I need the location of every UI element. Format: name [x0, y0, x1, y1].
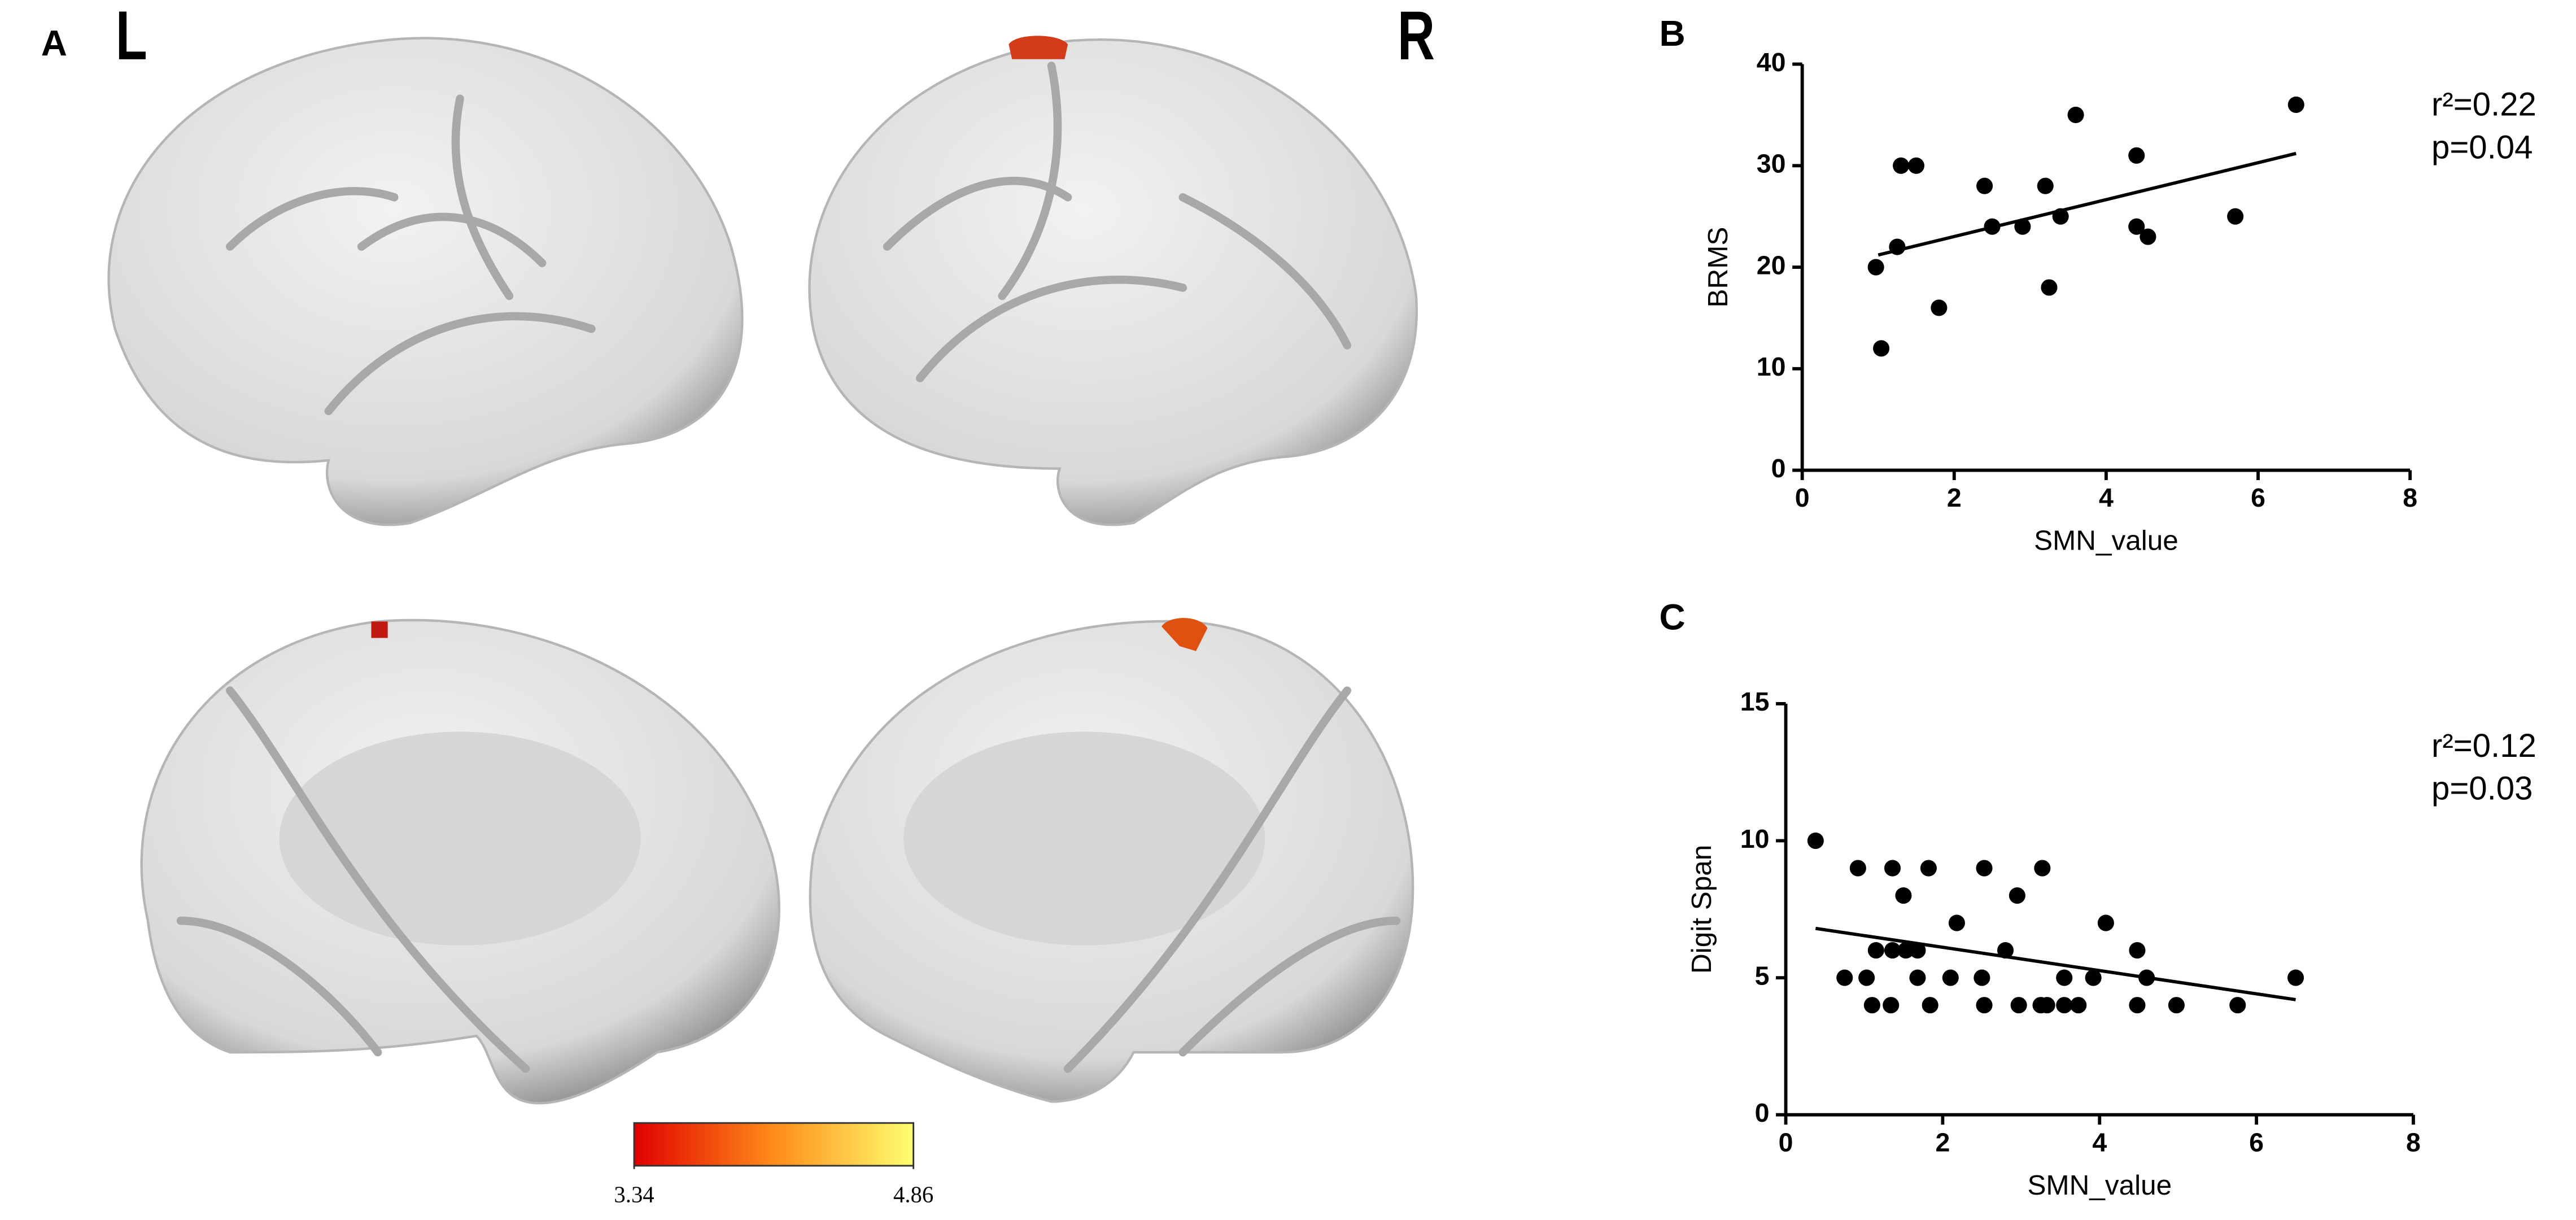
point: [1942, 969, 1959, 986]
point: [1909, 942, 1926, 959]
point: [2168, 997, 2185, 1014]
x-tick-label: 2: [1935, 1127, 1950, 1157]
point: [2056, 997, 2073, 1014]
point: [2085, 969, 2102, 986]
colorbar-tick-label: 3.34: [614, 1182, 654, 1208]
point: [1858, 969, 1875, 986]
point: [2056, 969, 2073, 986]
point: [1931, 299, 1948, 316]
point: [1884, 942, 1901, 959]
y-tick-label: 15: [1740, 687, 1770, 716]
y-tick-label: 10: [1740, 824, 1770, 853]
annotation: p=0.03: [2431, 770, 2533, 807]
point: [1836, 969, 1853, 986]
point: [1863, 997, 1880, 1014]
brain-medial-left: [140, 618, 780, 1105]
x-tick-label: 6: [2249, 1127, 2264, 1157]
annotation: p=0.04: [2431, 129, 2533, 165]
point: [2129, 997, 2146, 1014]
x-tick-label: 4: [2099, 483, 2114, 512]
point: [1884, 860, 1901, 877]
point: [1873, 340, 1890, 357]
x-axis-label: SMN_value: [2034, 525, 2178, 556]
y-tick-label: 10: [1757, 352, 1786, 381]
hemisphere-label: L: [116, 0, 147, 74]
x-tick-label: 8: [2403, 483, 2417, 512]
x-axis-label: SMN_value: [2027, 1170, 2172, 1201]
point: [2067, 106, 2084, 123]
annotation: r²=0.22: [2431, 86, 2536, 123]
point: [1897, 942, 1914, 959]
x-tick-label: 0: [1795, 483, 1810, 512]
point: [1976, 997, 1993, 1014]
colorbar: [633, 1122, 915, 1167]
panel-label: B: [1660, 13, 1686, 54]
point: [2034, 860, 2051, 877]
y-tick-label: 40: [1757, 47, 1786, 77]
point: [1976, 860, 1993, 877]
point: [2229, 997, 2246, 1014]
point: [2128, 147, 2145, 164]
point: [2227, 208, 2244, 225]
brain-lateral-left: [107, 37, 744, 526]
point: [1807, 832, 1824, 849]
fit-line: [1815, 926, 2296, 1001]
point: [1909, 969, 1926, 986]
brain-medial-right: [809, 618, 1414, 1103]
point: [1893, 157, 1910, 174]
point: [2010, 997, 2027, 1014]
point: [2032, 997, 2049, 1014]
point: [1883, 997, 1900, 1014]
fit-line: [1878, 151, 2297, 257]
point: [2037, 177, 2054, 194]
point: [2097, 914, 2114, 931]
y-tick-label: 20: [1757, 250, 1786, 280]
y-tick-label: 0: [1755, 1098, 1770, 1127]
point: [1895, 887, 1912, 904]
x-tick-label: 4: [2092, 1127, 2107, 1157]
point: [2140, 228, 2156, 245]
colorbar-tick-label: 4.86: [893, 1182, 933, 1208]
y-axis-label: BRMS: [1702, 227, 1734, 308]
point: [2287, 969, 2304, 986]
point: [2041, 279, 2058, 296]
y-tick-label: 0: [1771, 454, 1786, 483]
point: [1976, 177, 1993, 194]
point: [2070, 997, 2087, 1014]
point: [2129, 942, 2146, 959]
point: [2128, 218, 2145, 235]
panel-label: A: [41, 23, 67, 63]
x-tick-label: 6: [2251, 483, 2265, 512]
panel-label: C: [1660, 596, 1686, 637]
point: [1907, 157, 1925, 174]
y-axis-label: Digit Span: [1686, 845, 1717, 974]
point: [2287, 96, 2304, 113]
point: [1849, 860, 1866, 877]
y-tick-label: 30: [1757, 149, 1786, 178]
hemisphere-label: R: [1398, 0, 1435, 74]
point: [1867, 259, 1884, 276]
point: [1922, 997, 1938, 1014]
point: [1948, 914, 1965, 931]
point: [1920, 860, 1937, 877]
brain-lateral-right: [808, 36, 1418, 526]
point: [1974, 969, 1990, 986]
x-tick-label: 8: [2406, 1127, 2421, 1157]
x-tick-label: 0: [1779, 1127, 1793, 1157]
annotation: r²=0.12: [2431, 727, 2536, 764]
x-tick-label: 2: [1947, 483, 1962, 512]
point: [1867, 942, 1884, 959]
y-tick-label: 5: [1755, 961, 1770, 990]
point: [2009, 887, 2025, 904]
